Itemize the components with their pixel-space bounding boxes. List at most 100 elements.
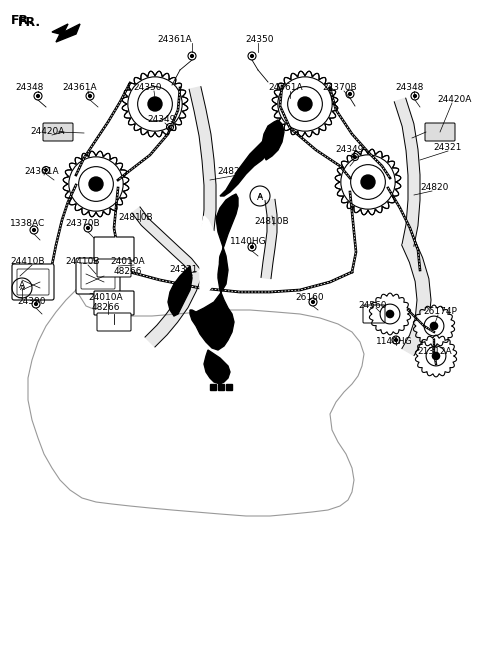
FancyBboxPatch shape bbox=[76, 258, 120, 294]
Circle shape bbox=[312, 300, 314, 304]
Polygon shape bbox=[190, 194, 238, 350]
Circle shape bbox=[148, 97, 162, 111]
Circle shape bbox=[417, 308, 452, 343]
Circle shape bbox=[89, 94, 91, 98]
Text: 24321: 24321 bbox=[434, 143, 462, 152]
Text: 1140HG: 1140HG bbox=[376, 337, 412, 346]
Circle shape bbox=[361, 175, 375, 189]
Text: A: A bbox=[20, 285, 24, 291]
FancyBboxPatch shape bbox=[12, 264, 54, 300]
FancyBboxPatch shape bbox=[94, 237, 134, 261]
Polygon shape bbox=[210, 384, 216, 390]
Circle shape bbox=[251, 55, 253, 57]
Circle shape bbox=[298, 97, 312, 111]
Text: 24370B: 24370B bbox=[323, 84, 357, 92]
Circle shape bbox=[128, 77, 182, 131]
Circle shape bbox=[45, 169, 47, 171]
FancyBboxPatch shape bbox=[17, 269, 49, 295]
Text: 24350: 24350 bbox=[246, 36, 274, 44]
Text: 24820: 24820 bbox=[421, 183, 449, 193]
Polygon shape bbox=[262, 120, 284, 160]
Polygon shape bbox=[52, 24, 80, 42]
Text: 24348: 24348 bbox=[16, 84, 44, 92]
Circle shape bbox=[36, 94, 39, 98]
FancyBboxPatch shape bbox=[94, 291, 134, 315]
Text: 24410B: 24410B bbox=[66, 257, 100, 267]
FancyBboxPatch shape bbox=[363, 305, 385, 323]
Polygon shape bbox=[189, 86, 216, 230]
Text: 21312A: 21312A bbox=[418, 348, 452, 356]
Circle shape bbox=[69, 157, 123, 211]
Text: 26160: 26160 bbox=[296, 294, 324, 302]
Polygon shape bbox=[145, 269, 203, 347]
Text: 24410B: 24410B bbox=[11, 257, 45, 267]
Text: 24420A: 24420A bbox=[31, 127, 65, 137]
Circle shape bbox=[89, 177, 103, 191]
Polygon shape bbox=[168, 266, 192, 316]
Text: 24810B: 24810B bbox=[119, 213, 153, 222]
FancyBboxPatch shape bbox=[97, 313, 131, 331]
Polygon shape bbox=[132, 207, 200, 275]
Text: 24820: 24820 bbox=[218, 168, 246, 176]
FancyBboxPatch shape bbox=[81, 263, 115, 289]
FancyBboxPatch shape bbox=[425, 123, 455, 141]
FancyBboxPatch shape bbox=[43, 123, 73, 141]
Circle shape bbox=[395, 339, 397, 341]
Text: 24349: 24349 bbox=[336, 145, 364, 154]
Circle shape bbox=[278, 77, 332, 131]
Text: A: A bbox=[258, 193, 263, 199]
Circle shape bbox=[414, 94, 416, 98]
Text: 24361A: 24361A bbox=[269, 84, 303, 92]
Polygon shape bbox=[200, 216, 218, 300]
Circle shape bbox=[354, 156, 356, 158]
Text: 24370B: 24370B bbox=[66, 220, 100, 228]
Circle shape bbox=[386, 310, 394, 317]
Circle shape bbox=[89, 177, 103, 191]
Circle shape bbox=[348, 92, 351, 96]
Polygon shape bbox=[204, 350, 230, 384]
Text: 1338AC: 1338AC bbox=[11, 220, 46, 228]
Circle shape bbox=[431, 322, 438, 329]
Polygon shape bbox=[402, 239, 431, 356]
Text: 24420A: 24420A bbox=[438, 96, 472, 104]
Text: 24361A: 24361A bbox=[158, 36, 192, 44]
Polygon shape bbox=[220, 138, 272, 196]
Polygon shape bbox=[261, 199, 277, 279]
Text: 1140HG: 1140HG bbox=[230, 238, 266, 246]
Text: 48266: 48266 bbox=[92, 304, 120, 312]
Circle shape bbox=[298, 97, 312, 111]
Text: 24390: 24390 bbox=[18, 298, 46, 306]
Text: 24810B: 24810B bbox=[255, 218, 289, 226]
Circle shape bbox=[361, 175, 375, 189]
Text: 24321: 24321 bbox=[170, 265, 198, 275]
Text: 24560: 24560 bbox=[359, 300, 387, 310]
Circle shape bbox=[341, 155, 395, 209]
Circle shape bbox=[35, 302, 37, 306]
Text: 24010A: 24010A bbox=[89, 294, 123, 302]
Circle shape bbox=[372, 296, 408, 331]
Polygon shape bbox=[226, 384, 232, 390]
Circle shape bbox=[33, 228, 36, 232]
Circle shape bbox=[251, 246, 253, 248]
Text: 24010A: 24010A bbox=[111, 257, 145, 267]
Circle shape bbox=[148, 97, 162, 111]
Text: 24361A: 24361A bbox=[63, 84, 97, 92]
Text: 24361A: 24361A bbox=[24, 168, 60, 176]
Circle shape bbox=[432, 352, 440, 360]
Text: FR.: FR. bbox=[11, 13, 34, 26]
Text: 24349: 24349 bbox=[148, 115, 176, 125]
Polygon shape bbox=[394, 98, 420, 246]
Circle shape bbox=[169, 126, 171, 128]
Text: A: A bbox=[19, 282, 25, 290]
Text: 26174P: 26174P bbox=[423, 308, 457, 317]
Text: A: A bbox=[257, 193, 263, 203]
Text: 48266: 48266 bbox=[114, 267, 142, 277]
Text: FR.: FR. bbox=[18, 15, 41, 28]
Circle shape bbox=[86, 226, 89, 230]
Circle shape bbox=[419, 339, 454, 374]
Text: 24348: 24348 bbox=[396, 84, 424, 92]
Circle shape bbox=[191, 55, 193, 57]
Text: 24350: 24350 bbox=[134, 84, 162, 92]
FancyBboxPatch shape bbox=[97, 259, 131, 277]
Polygon shape bbox=[218, 384, 224, 390]
